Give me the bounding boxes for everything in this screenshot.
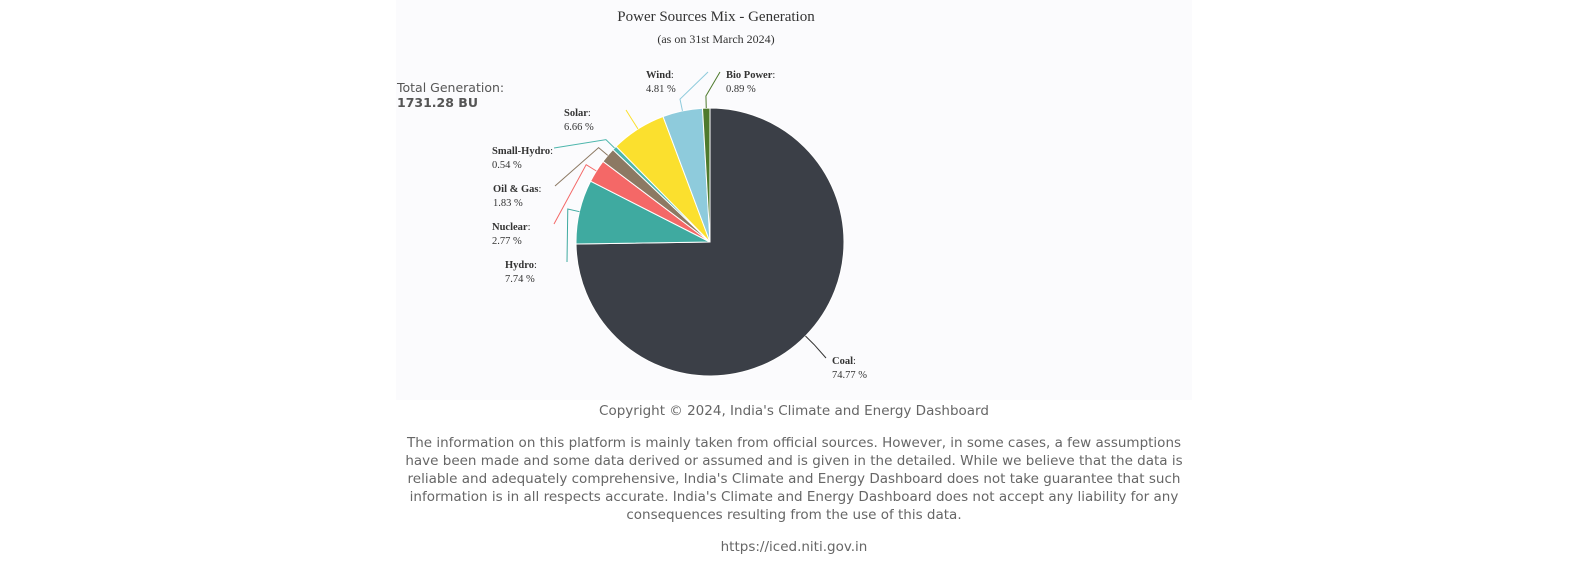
connector-hydro	[566, 208, 580, 263]
connector-nuclear	[553, 163, 597, 225]
data-label-value-hydro: 7.74 %	[505, 274, 535, 285]
data-label-value-bio-power: 0.89 %	[726, 84, 756, 95]
data-label-name-hydro: Hydro:	[505, 260, 537, 271]
total-generation-value: 1731.28 BU	[397, 95, 478, 110]
connector-small-hydro	[553, 139, 615, 149]
total-generation-label: Total Generation:	[397, 80, 505, 95]
data-label-value-oil-gas: 1.83 %	[493, 198, 523, 209]
data-label-name-nuclear: Nuclear:	[492, 222, 531, 233]
data-label-name-coal: Coal:	[832, 356, 856, 367]
data-labels: Coal: 74.77 % Hydro: 7.74 % Nuclear: 2.77 % Oi…	[492, 70, 867, 381]
disclaimer-text: The information on this platform is main…	[405, 435, 1183, 523]
connector-bio-power	[705, 71, 721, 109]
connector-wind	[679, 71, 709, 111]
data-label-value-nuclear: 2.77 %	[492, 236, 522, 247]
total-generation: Total Generation: 1731.28 BU	[397, 80, 504, 110]
site-url-link[interactable]: https://iced.niti.gov.in	[720, 539, 868, 555]
copyright-text: Copyright © 2024, India's Climate and En…	[599, 403, 989, 419]
data-label-name-bio-power: Bio Power:	[726, 70, 775, 81]
data-label-value-small-hydro: 0.54 %	[492, 160, 522, 171]
data-label-value-solar: 6.66 %	[564, 122, 594, 133]
pie-slices	[575, 107, 845, 377]
label-connectors	[553, 71, 827, 359]
pie-chart: Power Sources Mix - Generation (as on 31…	[492, 9, 867, 381]
data-label-name-wind: Wind:	[646, 70, 674, 81]
data-label-name-oil-gas: Oil & Gas:	[493, 184, 542, 195]
data-label-name-small-hydro: Small-Hydro:	[492, 146, 553, 157]
chart-subtitle: (as on 31st March 2024)	[657, 32, 774, 46]
data-label-value-wind: 4.81 %	[646, 84, 676, 95]
data-label-name-solar: Solar:	[564, 108, 591, 119]
chart-title: Power Sources Mix - Generation	[617, 9, 815, 25]
footer: Copyright © 2024, India's Climate and En…	[396, 400, 1192, 556]
connector-oil-gas	[554, 146, 609, 187]
connector-coal	[805, 335, 827, 359]
connector-solar	[625, 109, 639, 130]
data-label-value-coal: 74.77 %	[832, 370, 867, 381]
